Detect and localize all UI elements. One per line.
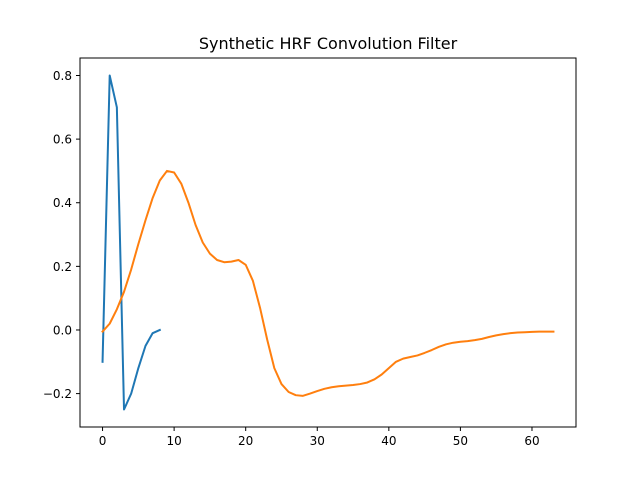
y-axis: −0.2 0.0 0.2 0.4 0.6 0.8 [43,69,80,401]
x-tick-label: 30 [310,434,325,448]
x-tick-label: 40 [381,434,396,448]
x-tick-label: 0 [99,434,107,448]
x-tick-label: 20 [238,434,253,448]
y-tick-label: 0.8 [53,69,72,83]
y-tick-label: 0.6 [53,133,72,147]
axes-frame [79,57,577,428]
y-tick-label: 0.4 [53,196,72,210]
x-axis: 0 10 20 30 40 50 60 [99,427,540,448]
chart-title: Synthetic HRF Convolution Filter [199,34,458,53]
y-tick-label: −0.2 [43,387,72,401]
x-tick-label: 50 [453,434,468,448]
series-line-1 [101,74,162,411]
x-tick-label: 60 [524,434,539,448]
x-tick-label: 10 [166,434,181,448]
series-line-2 [101,169,555,397]
y-tick-label: 0.2 [53,260,72,274]
y-tick-label: 0.0 [53,323,72,337]
plot-lines [101,74,555,411]
